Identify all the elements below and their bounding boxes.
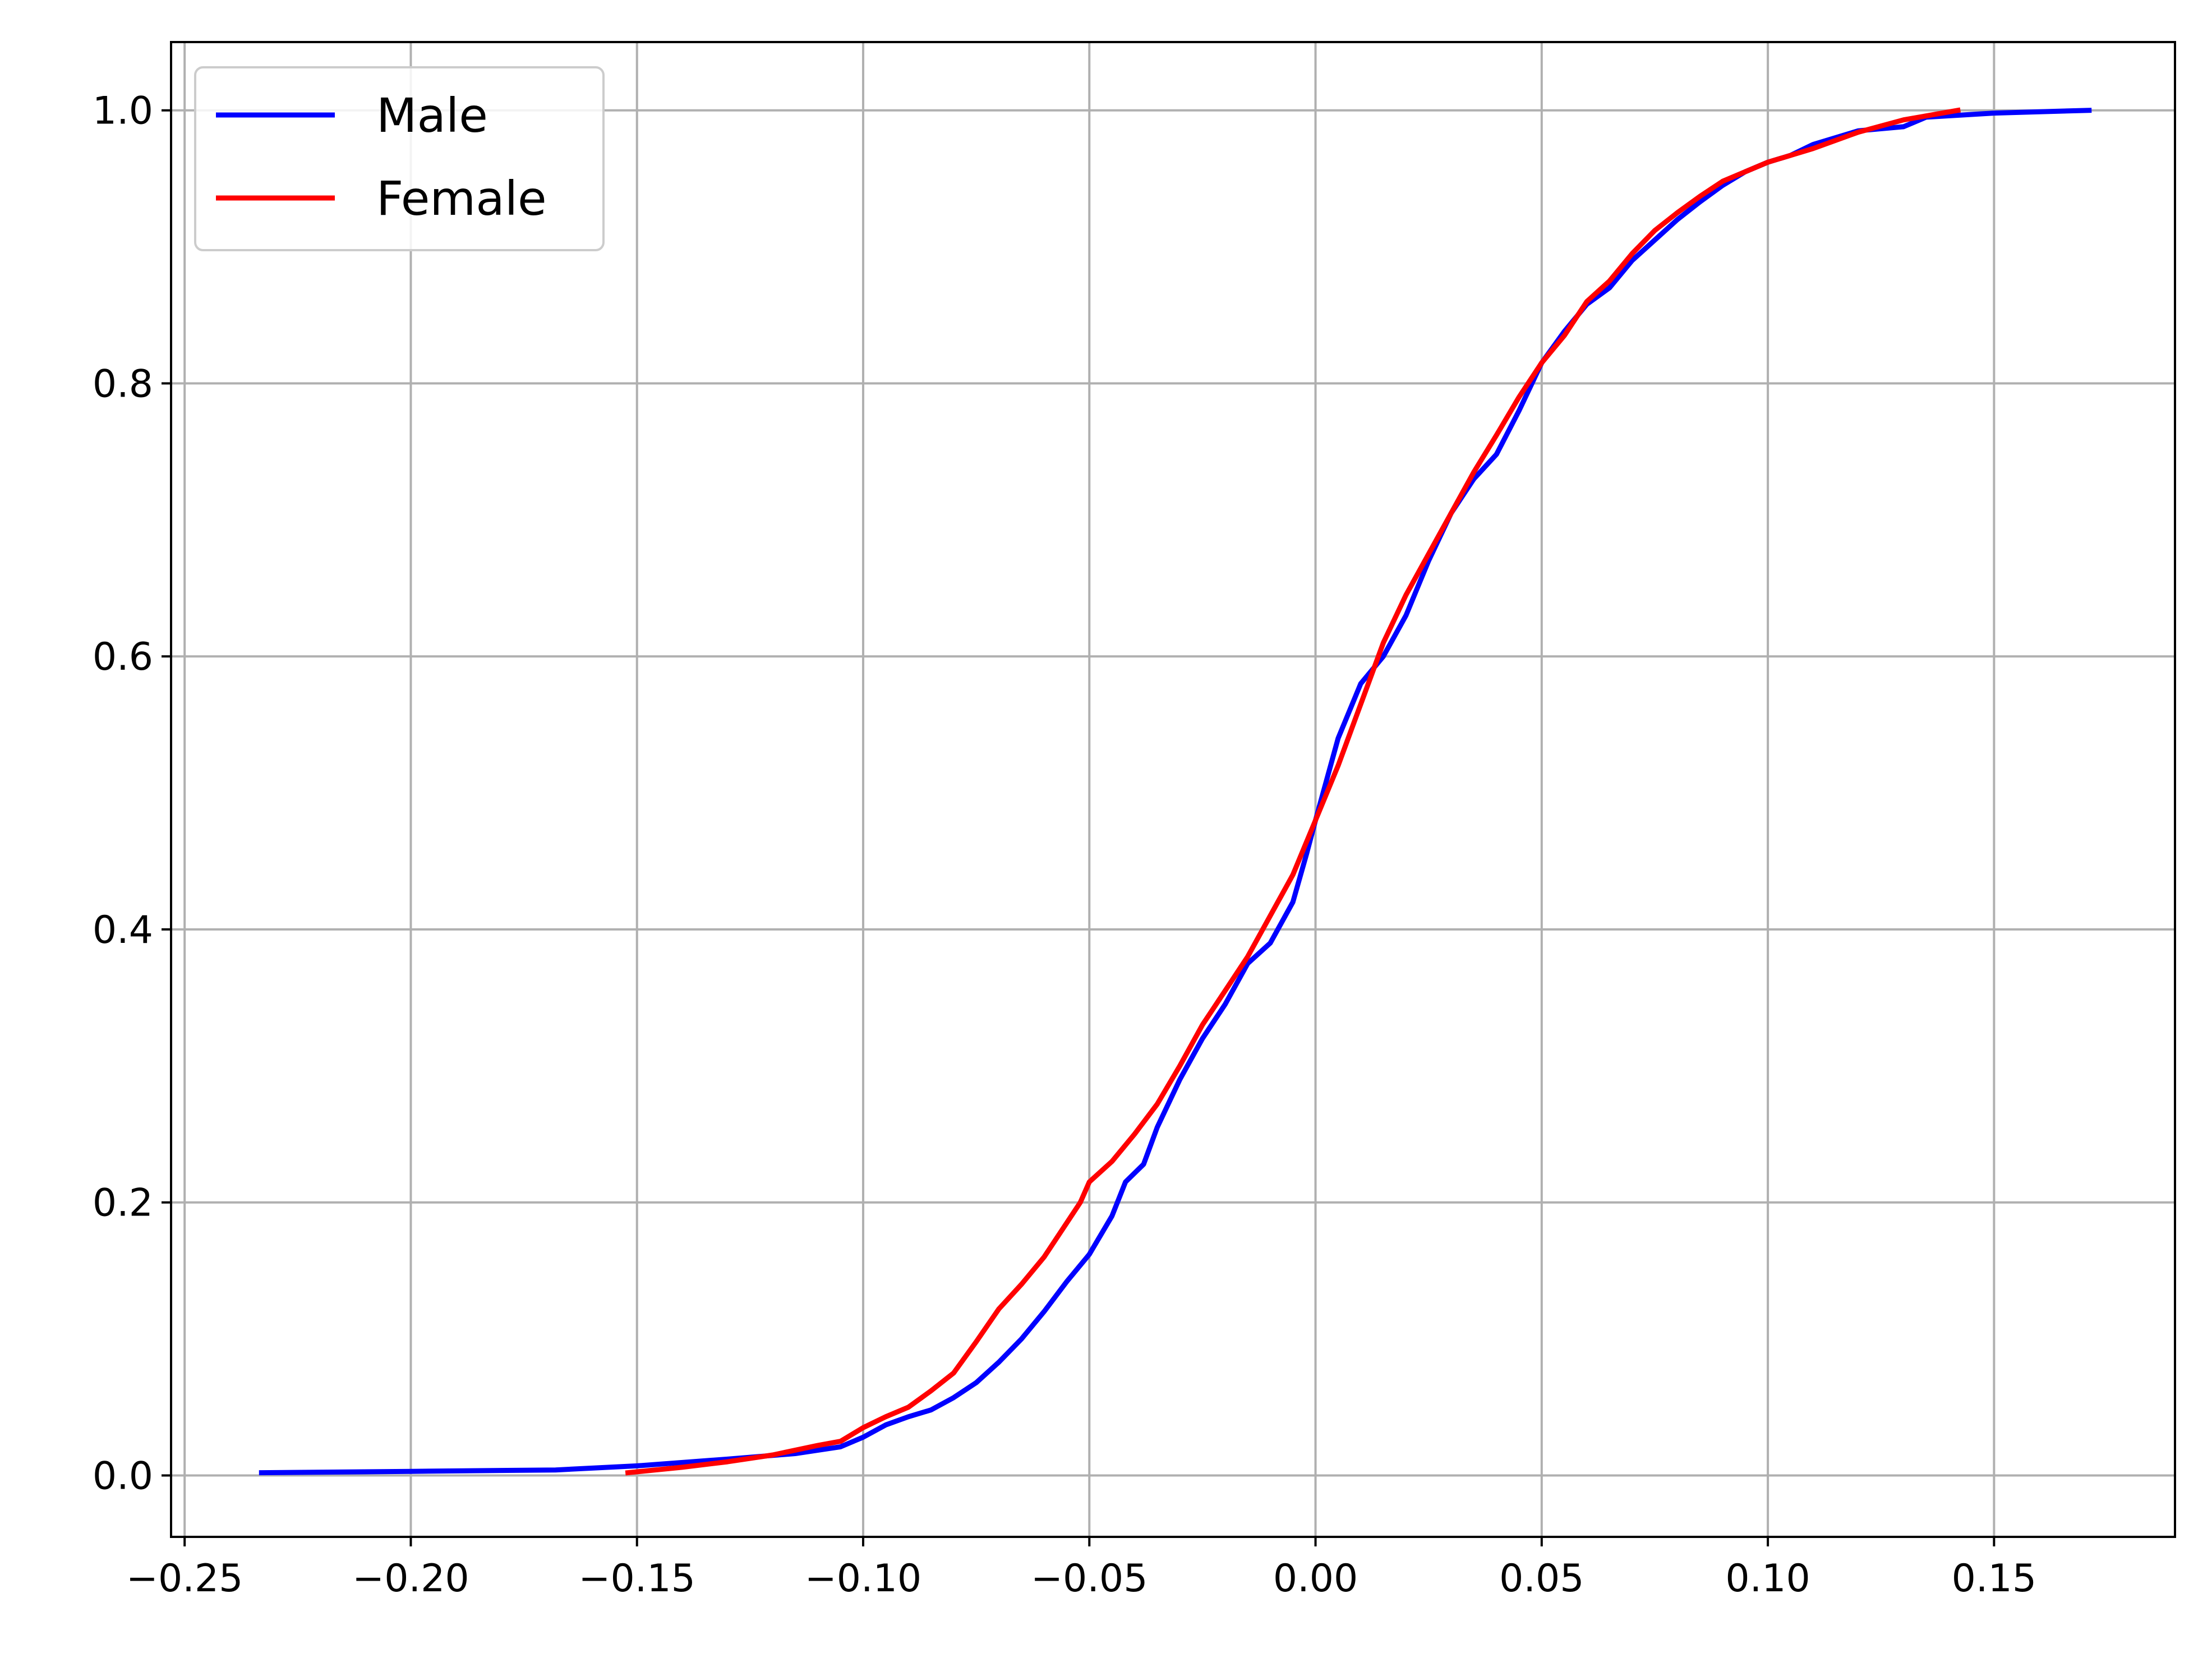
- x-tick-label: 0.00: [1273, 1557, 1358, 1601]
- x-tick-label: −0.05: [1031, 1557, 1148, 1601]
- y-tick-label: 0.6: [93, 635, 153, 679]
- grid: [171, 42, 2175, 1537]
- plot-background: [171, 42, 2175, 1537]
- axis-ticks: −0.25 −0.20 −0.15 −0.10 −0.05 0.00 0.05 0.10 0.1…: [93, 89, 2036, 1601]
- series-lines: [259, 107, 2092, 1476]
- series-line-male: [259, 108, 2092, 1476]
- y-tick-label: 1.0: [93, 89, 153, 133]
- series-line-female: [625, 107, 1961, 1476]
- legend-label-male: Male: [376, 88, 488, 143]
- y-tick-label: 0.4: [93, 908, 153, 952]
- x-tick-label: −0.20: [352, 1557, 469, 1601]
- legend: Male Female: [194, 66, 605, 251]
- x-tick-label: 0.10: [1725, 1557, 1810, 1601]
- y-tick-label: 0.0: [93, 1454, 153, 1498]
- x-tick-label: −0.10: [805, 1557, 921, 1601]
- legend-label-female: Female: [376, 171, 547, 226]
- y-tick-label: 0.2: [93, 1181, 153, 1226]
- y-tick-label: 0.8: [93, 362, 153, 406]
- x-tick-label: −0.25: [126, 1557, 243, 1601]
- x-tick-label: 0.15: [1952, 1557, 2036, 1601]
- x-tick-label: −0.15: [579, 1557, 695, 1601]
- plot-frame: [170, 41, 2176, 1538]
- x-tick-label: 0.05: [1499, 1557, 1584, 1601]
